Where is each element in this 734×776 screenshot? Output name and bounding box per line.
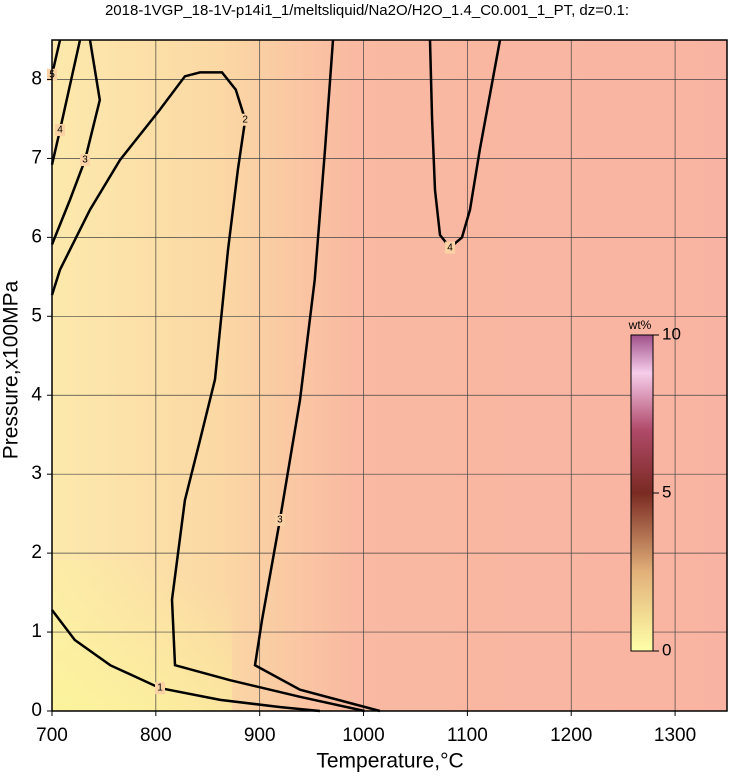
contour-label-bg (240, 113, 251, 126)
contour-label-bg (274, 513, 285, 526)
y-axis-label: Pressure,x100MPa (0, 280, 23, 459)
contour-line (50, 71, 365, 713)
y-tick-label: 3 (31, 463, 42, 484)
contour-label: 3 (277, 515, 283, 526)
colorbar-tick-label: 5 (662, 482, 671, 501)
contour-label: 4 (447, 242, 453, 253)
x-tick-label: 800 (140, 725, 172, 746)
x-tick-label: 1300 (654, 725, 696, 746)
contour-label-bg (155, 682, 165, 695)
y-tick-label: 0 (31, 700, 42, 721)
contour-label-bg (80, 153, 91, 166)
x-tick-label: 900 (244, 725, 276, 746)
plot-frame (51, 39, 728, 712)
y-tick-label: 4 (31, 384, 42, 405)
contour-label: 3 (82, 155, 88, 166)
y-tick-label: 5 (31, 305, 42, 326)
contour-label: 4 (57, 125, 63, 136)
x-tick-label: 700 (36, 725, 68, 746)
y-tick-label: 7 (31, 147, 42, 168)
contour-label-bg (54, 123, 65, 136)
contour-label: 1 (157, 683, 163, 694)
y-tick-label: 6 (31, 226, 42, 247)
y-tick-label: 8 (31, 68, 42, 89)
colorbar-tick-label: 10 (662, 324, 681, 343)
colorbar (630, 334, 654, 652)
y-tick-label: 2 (31, 542, 42, 563)
y-tick-label: 1 (31, 621, 42, 642)
x-tick-label: 1100 (447, 725, 488, 746)
colorbar-label: wt% (628, 318, 652, 332)
contour-label: 2 (242, 114, 248, 125)
colorbar-tick-label: 0 (662, 640, 671, 659)
plot-shade (52, 560, 232, 711)
x-tick-label: 1000 (342, 725, 384, 746)
x-axis-label: Temperature,°C (316, 750, 463, 773)
contour-label-bg (445, 241, 456, 254)
chart-title: 2018-1VGP_18-1V-p14i1_1/meltsliquid/Na2O… (105, 2, 629, 19)
x-tick-label: 1200 (550, 725, 592, 746)
